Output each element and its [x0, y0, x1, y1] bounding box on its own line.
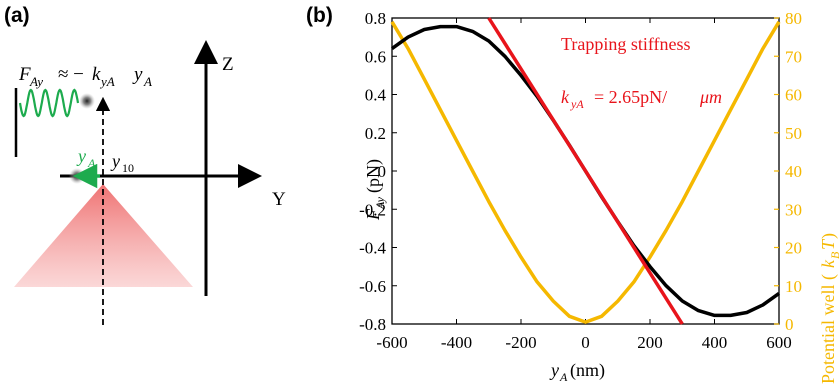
panel-b: (b) -600 -400 -200 0 200 400 600 0.80.60.40.20…	[306, 4, 839, 384]
y-right-tick-label: 50	[785, 124, 802, 143]
annotation-value: = 2.65pN/	[594, 87, 667, 107]
panel-a: (a) F Ay ≈ − k yA y A Z Y y A	[4, 4, 286, 325]
svg-text:Ay: Ay	[373, 196, 387, 210]
y-left-tick-label: -0.6	[359, 277, 386, 296]
y-left-tick-label: -0.2	[359, 200, 386, 219]
z-axis-label: Z	[222, 54, 234, 75]
svg-text:A: A	[559, 370, 568, 384]
x-axis-label: y A (nm)	[549, 360, 605, 384]
potential-well-curve	[390, 20, 781, 324]
bead-upper	[79, 93, 95, 109]
panel-b-label: (b)	[306, 4, 333, 27]
annotation-stiffness: k yA = 2.65pN/ μm	[561, 87, 722, 111]
y-axis-left-label: F Ay (pN)	[363, 159, 387, 221]
svg-text:k: k	[92, 64, 101, 85]
oscillation-wave	[18, 88, 80, 118]
laser-beam	[14, 184, 193, 287]
x-ticks: -600 -400 -200 0 200 400 600	[376, 18, 792, 352]
stiffness-line	[487, 17, 684, 325]
y-axis-label: Y	[272, 189, 286, 210]
y-right-tick-label: 70	[785, 47, 802, 66]
svg-text:F: F	[18, 64, 31, 85]
svg-text:yA: yA	[570, 97, 584, 111]
x-tick-label: 600	[766, 333, 792, 352]
svg-text:yA: yA	[99, 74, 115, 89]
x-tick-label: 0	[581, 333, 590, 352]
y-ticks-left: 0.8 0.6 0.4 0.2 0 -0.2 -0.4 -0.6 -0.8	[359, 9, 397, 334]
y-left-tick-label: 0.4	[365, 86, 387, 105]
y-right-tick-label: 60	[785, 86, 802, 105]
y-left-tick-label: -0.8	[359, 315, 386, 334]
x-tick-label: 400	[702, 333, 728, 352]
svg-text:y: y	[549, 360, 559, 380]
label-ya: y A	[76, 146, 96, 170]
y-axis-right-label: Potential well ( k B T )	[818, 233, 839, 384]
x-tick-label: 200	[637, 333, 663, 352]
svg-text:Ay: Ay	[29, 74, 43, 89]
y-left-tick-label: 0.2	[365, 124, 386, 143]
y-right-tick-label: 40	[785, 162, 802, 181]
series-layer	[390, 17, 781, 325]
svg-text:A: A	[87, 156, 96, 170]
x-tick-label: -600	[376, 333, 407, 352]
svg-text:(nm): (nm)	[570, 360, 605, 381]
bead-lower	[69, 168, 85, 184]
x-tick-label: -200	[505, 333, 536, 352]
svg-text:B: B	[828, 251, 839, 259]
svg-text:y: y	[132, 64, 143, 85]
svg-text:Potential well (: Potential well (	[818, 274, 839, 384]
svg-text:k: k	[818, 259, 838, 268]
y-left-tick-label: -0.4	[359, 239, 386, 258]
chart: -600 -400 -200 0 200 400 600 0.80.60.40.20-0.2…	[359, 9, 802, 352]
svg-text:F: F	[363, 208, 383, 221]
y-right-tick-label: 0	[785, 315, 794, 334]
force-formula: F Ay ≈ − k yA y A	[18, 64, 152, 89]
svg-text:T: T	[818, 238, 838, 250]
svg-text:10: 10	[122, 161, 134, 175]
x-tick-label: -400	[441, 333, 472, 352]
svg-text:(pN): (pN)	[363, 159, 384, 193]
annotation-unit: μm	[699, 87, 722, 107]
y-left-tick-label: 0.6	[365, 47, 386, 66]
svg-text:): )	[818, 233, 839, 239]
y-right-tick-label: 20	[785, 239, 802, 258]
y-right-tick-label: 10	[785, 277, 802, 296]
panel-a-label: (a)	[4, 4, 30, 27]
y-right-tick-label: 80	[785, 9, 802, 28]
svg-text:y: y	[76, 146, 86, 166]
y-left-tick-label: 0.8	[365, 9, 386, 28]
annotation-title: Trapping stiffness	[561, 34, 691, 54]
svg-text:A: A	[143, 74, 152, 89]
svg-text:≈ −: ≈ −	[58, 64, 84, 85]
y-left-tick-label: 0	[378, 162, 387, 181]
y-ticks-right: 80 70 60 50 40 30 20 10 0	[774, 9, 802, 334]
label-y10: y 10	[110, 151, 134, 175]
y-right-tick-label: 30	[785, 200, 802, 219]
svg-text:k: k	[561, 87, 570, 107]
svg-text:y: y	[110, 151, 120, 171]
